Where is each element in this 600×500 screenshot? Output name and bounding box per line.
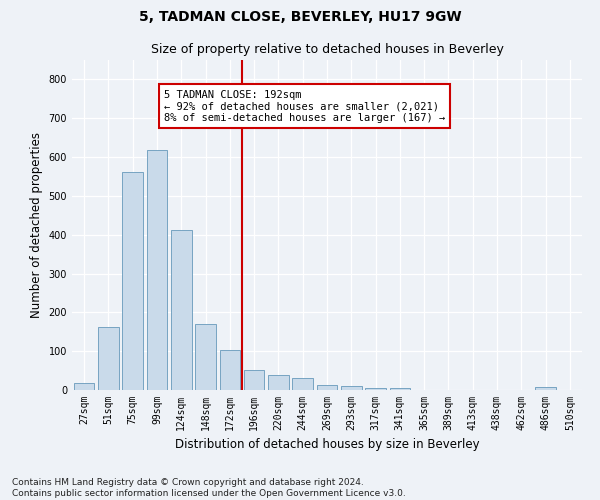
- Bar: [292, 378, 313, 390]
- Bar: [98, 326, 119, 390]
- Bar: [122, 172, 143, 390]
- Bar: [146, 150, 167, 390]
- Y-axis label: Number of detached properties: Number of detached properties: [30, 132, 43, 318]
- Bar: [268, 375, 289, 390]
- Bar: [195, 324, 216, 390]
- Text: Contains HM Land Registry data © Crown copyright and database right 2024.
Contai: Contains HM Land Registry data © Crown c…: [12, 478, 406, 498]
- Text: 5, TADMAN CLOSE, BEVERLEY, HU17 9GW: 5, TADMAN CLOSE, BEVERLEY, HU17 9GW: [139, 10, 461, 24]
- Bar: [535, 388, 556, 390]
- Bar: [341, 386, 362, 390]
- X-axis label: Distribution of detached houses by size in Beverley: Distribution of detached houses by size …: [175, 438, 479, 452]
- Title: Size of property relative to detached houses in Beverley: Size of property relative to detached ho…: [151, 43, 503, 56]
- Bar: [317, 384, 337, 390]
- Bar: [244, 370, 265, 390]
- Bar: [171, 230, 191, 390]
- Bar: [389, 388, 410, 390]
- Text: 5 TADMAN CLOSE: 192sqm
← 92% of detached houses are smaller (2,021)
8% of semi-d: 5 TADMAN CLOSE: 192sqm ← 92% of detached…: [164, 90, 445, 123]
- Bar: [220, 350, 240, 390]
- Bar: [365, 388, 386, 390]
- Bar: [74, 383, 94, 390]
